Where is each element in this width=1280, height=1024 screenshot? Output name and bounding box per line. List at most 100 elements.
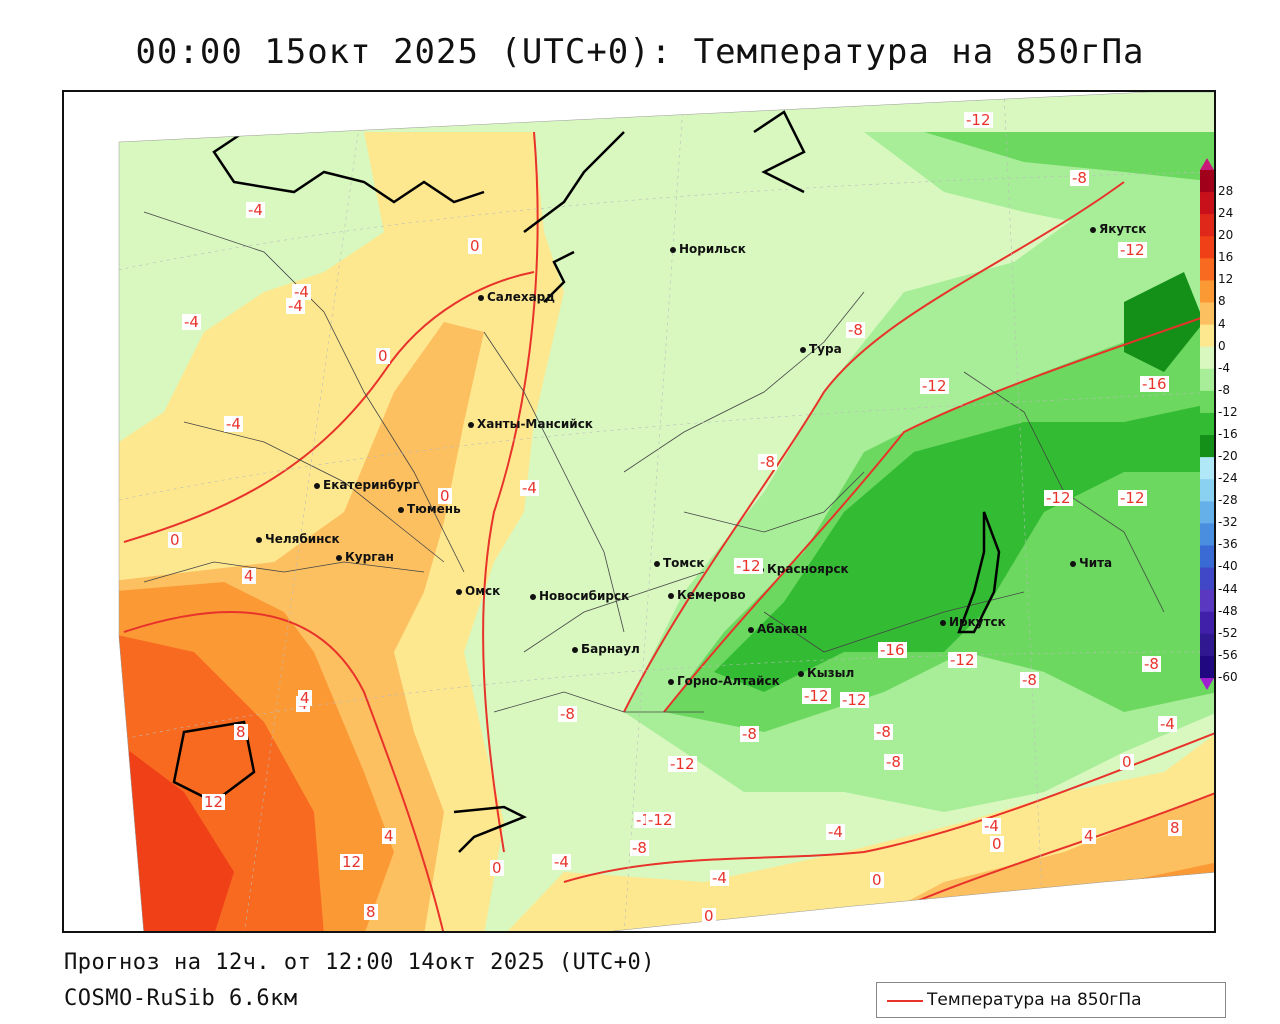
contour-label: -8 [1020, 671, 1039, 689]
contour-label: -8 [1142, 655, 1161, 673]
contour-label: -12 [964, 111, 993, 129]
colorbar-tick-label: 4 [1218, 316, 1226, 331]
legend-box: Температура на 850гПа [876, 982, 1226, 1018]
contour-label: -8 [558, 705, 577, 723]
city-novosibirsk: Новосибирск [530, 589, 629, 603]
colorbar-tick-label: -24 [1218, 471, 1238, 486]
coastline [172, 101, 1001, 853]
contour-label: 8 [234, 723, 248, 741]
contour-label: -12 [646, 811, 675, 829]
colorbar-tick-label: -40 [1218, 559, 1238, 574]
colorbar-tick-label: -20 [1218, 449, 1238, 464]
contour-0 [123, 271, 535, 543]
contour-label: -8 [884, 753, 903, 771]
city-dot [456, 588, 462, 595]
colorbar-swatch [1200, 214, 1214, 237]
contour-4 [123, 611, 445, 931]
colorbar-swatch [1200, 236, 1214, 259]
colorbar-swatch [1200, 346, 1214, 370]
band-minus20 [1124, 272, 1204, 372]
contour-label: -4 [826, 823, 845, 841]
city-tomsk: Томск [654, 556, 705, 570]
contour-label: 12 [340, 853, 364, 871]
colorbar-swatch [1200, 457, 1214, 480]
contour-minus12 [663, 311, 1214, 713]
contour-label: -12 [802, 687, 831, 705]
city-irkutsk: Иркутск [940, 615, 1006, 629]
colorbar-swatch [1200, 479, 1214, 502]
city-dot [800, 346, 806, 353]
colorbar-swatch [1200, 589, 1214, 613]
city-dot [1070, 560, 1076, 567]
contour-label: -4 [710, 869, 729, 887]
colorbar-tick-label: 8 [1218, 294, 1226, 309]
colorbar-tick-label: -8 [1218, 382, 1230, 397]
contour-label: -4 [246, 201, 265, 219]
contour-label: -8 [1070, 169, 1089, 187]
colorbar-swatch [1200, 655, 1214, 679]
city-dot [468, 421, 474, 428]
contour-label: 0 [1120, 753, 1134, 771]
city-khanty-mansiysk: Ханты-Мансийск [468, 417, 593, 431]
contour-label: 8 [1168, 819, 1182, 837]
colorbar-tick-label: -4 [1218, 360, 1230, 375]
domain-edge [118, 92, 1214, 931]
colorbar-swatch [1200, 258, 1214, 281]
city-dot [314, 482, 320, 489]
colorbar-bottom-arrow [1200, 678, 1214, 690]
colorbar-swatch [1200, 412, 1214, 436]
colorbar-tick-label: 24 [1218, 206, 1234, 221]
colorbar-swatch [1200, 567, 1214, 591]
contour-label: -12 [1118, 489, 1147, 507]
contour-label: 0 [702, 907, 716, 925]
colorbar-tick-label: -28 [1218, 493, 1238, 508]
colorbar-swatch [1200, 501, 1214, 524]
city-barnaul: Барнаул [572, 642, 640, 656]
band-minus16 [714, 402, 1214, 692]
colorbar-swatch [1200, 435, 1214, 458]
legend-line-swatch [887, 1000, 923, 1002]
contour-label: -8 [874, 723, 893, 741]
city-kemerovo: Кемерово [668, 588, 746, 602]
contour-label: -12 [1044, 489, 1073, 507]
contour-label: -12 [668, 755, 697, 773]
contour-label: -4 [292, 283, 311, 301]
contour-label: -12 [920, 377, 949, 395]
contour-label: 0 [168, 531, 182, 549]
colorbar-tick-label: 28 [1218, 184, 1234, 198]
temperature-map [118, 92, 1214, 931]
city-kyzyl: Кызыл [798, 666, 854, 680]
city-omsk: Омск [456, 584, 500, 598]
colorbar-tick-label: -48 [1218, 603, 1238, 618]
contour-label: 0 [490, 859, 504, 877]
contour-label: 0 [990, 835, 1004, 853]
colorbar-swatch [1200, 368, 1214, 392]
city-dot [668, 678, 674, 685]
city-dot [940, 619, 946, 626]
contour-label: -12 [948, 651, 977, 669]
colorbar-tick-label: -12 [1218, 404, 1238, 419]
city-dot [572, 646, 578, 653]
contour-label: -8 [740, 725, 759, 743]
contour-label: -4 [224, 415, 243, 433]
ne-band-minus12 [924, 132, 1214, 182]
city-dot [256, 536, 262, 543]
contour-label: 0 [468, 237, 482, 255]
contour-minus4-south [563, 731, 1214, 883]
contour-label: 4 [1082, 827, 1096, 845]
map-frame: Норильск Якутск Салехард Тура Ханты-Манс… [62, 90, 1216, 933]
city-norilsk: Норильск [670, 242, 746, 256]
colorbar-swatch [1200, 192, 1214, 215]
city-dot [670, 246, 676, 253]
page-title: 00:00 15окт 2025 (UTC+0): Температура на… [135, 32, 1145, 72]
city-dot [530, 593, 536, 600]
city-dot [668, 592, 674, 599]
city-salekhard: Салехард [478, 290, 555, 304]
colorbar-swatch [1200, 545, 1214, 569]
contour-label: -8 [630, 839, 649, 857]
contour-label: -4 [1158, 715, 1177, 733]
colorbar-swatch [1200, 633, 1214, 657]
contour-label: -12 [1118, 241, 1147, 259]
city-dot [654, 560, 660, 567]
city-kurgan: Курган [336, 550, 394, 564]
